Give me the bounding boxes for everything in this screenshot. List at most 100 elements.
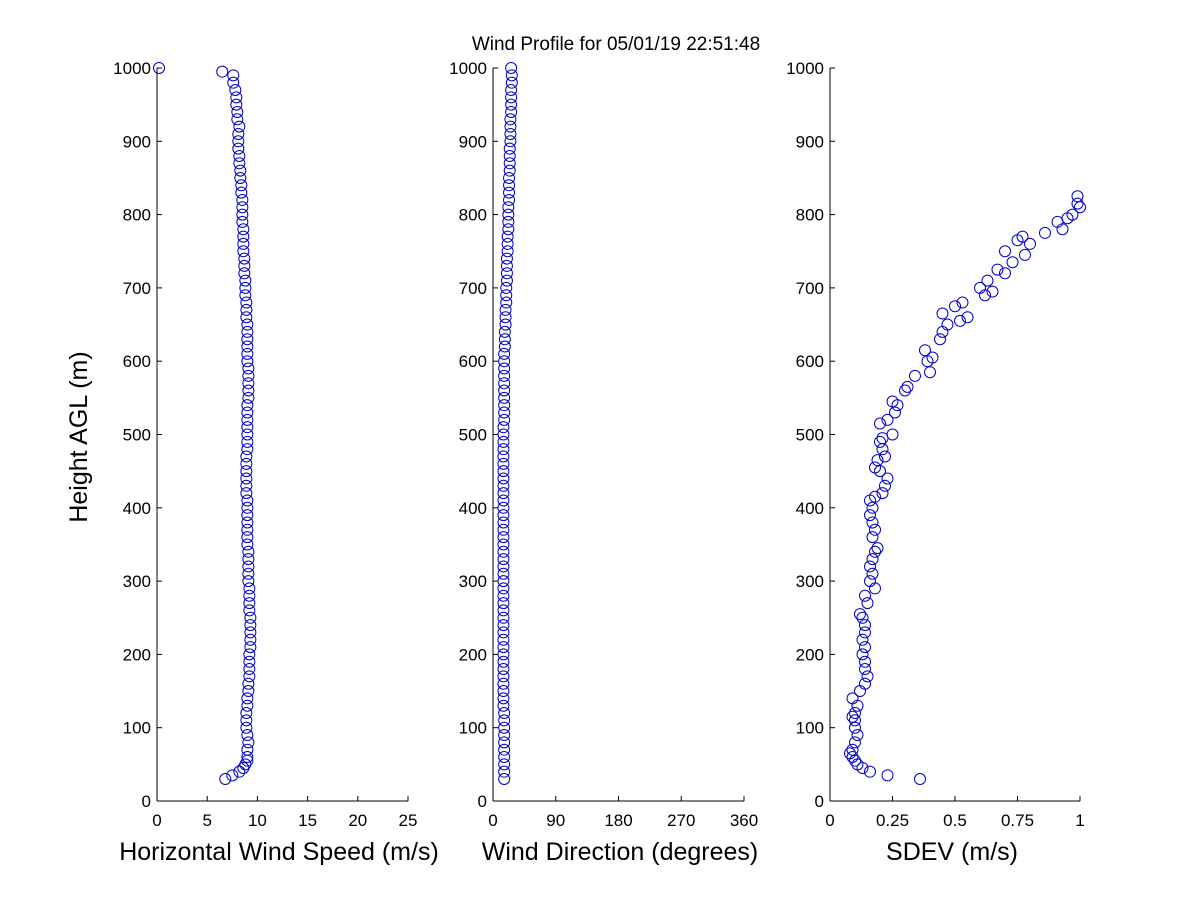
wind-direction-data-point	[497, 421, 510, 434]
wind-direction-data-point	[505, 69, 518, 82]
wind-direction-data-point	[500, 289, 513, 302]
sdev-data-point	[926, 351, 939, 364]
wind-direction-y-tick-label: 700	[459, 279, 487, 298]
wind-direction-data-point	[497, 545, 510, 558]
sdev-data-point	[914, 773, 926, 786]
sdev-data-point	[856, 648, 869, 661]
sdev-data-point	[949, 300, 961, 313]
wind-direction-data-point	[503, 193, 516, 206]
sdev-data-point	[889, 406, 901, 419]
wind-speed-data-point	[242, 736, 255, 749]
wind-speed-x-axis-label: Horizontal Wind Speed (m/s)	[119, 838, 439, 866]
panel-sdev: 0 100 200 300 400 500 600 700 800 900 1000 0 0.25 0.5…	[786, 59, 1086, 866]
wind-direction-data-point	[502, 201, 515, 214]
wind-direction-data-point	[498, 413, 511, 426]
wind-direction-data-point	[500, 259, 513, 272]
sdev-data-point	[1066, 208, 1079, 221]
wind-speed-data-point	[241, 347, 254, 360]
sdev-data-point	[869, 523, 881, 536]
sdev-data-point	[876, 487, 889, 500]
wind-direction-data-point	[497, 670, 510, 683]
sdev-data-point	[859, 619, 871, 632]
sdev-data-point	[859, 677, 871, 690]
wind-speed-data-point	[243, 663, 256, 676]
wind-speed-data-point	[241, 538, 254, 551]
sdev-data-point	[846, 710, 859, 723]
wind-speed-y-tick-label: 900	[123, 132, 151, 151]
figure-title: Wind Profile for 05/01/19 22:51:48	[472, 34, 760, 55]
wind-direction-y-tick-label: 600	[459, 352, 487, 371]
wind-direction-data-point	[497, 582, 510, 595]
wind-speed-data-point	[227, 69, 240, 82]
sdev-data-point	[981, 274, 994, 287]
wind-direction-data-point	[497, 509, 510, 522]
wind-direction-data-point	[497, 487, 510, 500]
wind-direction-data-point	[498, 729, 511, 742]
wind-speed-data-point	[230, 91, 243, 104]
wind-speed-data-point	[236, 208, 249, 221]
wind-speed-data-point	[241, 494, 254, 507]
wind-direction-data-point	[499, 318, 512, 331]
sdev-data-point	[846, 751, 859, 764]
sdev-data-point	[869, 545, 881, 558]
sdev-y-tick-label: 1000	[786, 59, 824, 78]
sdev-y-tick-label: 700	[796, 279, 824, 298]
wind-direction-data-point	[503, 157, 516, 170]
sdev-data-point	[986, 285, 999, 298]
sdev-data-point	[1019, 248, 1031, 261]
wind-direction-data-point	[504, 135, 517, 148]
wind-direction-data-point	[498, 751, 511, 764]
sdev-data-point	[991, 263, 1004, 276]
sdev-y-tick-label: 500	[796, 426, 824, 445]
wind-direction-data-point	[497, 472, 510, 485]
wind-direction-data-point	[502, 223, 515, 236]
wind-speed-data-point	[241, 523, 254, 536]
wind-direction-data-point	[497, 538, 510, 551]
wind-speed-data-point	[242, 685, 255, 698]
wind-direction-x-tick-label: 360	[730, 811, 758, 830]
wind-direction-data-point	[500, 267, 513, 280]
sdev-data-point	[849, 714, 861, 727]
wind-speed-data-point	[241, 699, 254, 712]
sdev-data-point	[1051, 215, 1064, 228]
wind-speed-data-point	[243, 582, 256, 595]
wind-speed-data-point	[240, 457, 253, 470]
wind-direction-data-point	[497, 435, 510, 448]
sdev-data-point	[886, 395, 899, 408]
sdev-data-point	[864, 765, 876, 778]
wind-direction-data-point	[497, 663, 510, 676]
wind-direction-x-tick-label: 0	[488, 811, 497, 830]
wind-direction-data-point	[497, 648, 510, 661]
wind-direction-data-point	[498, 765, 511, 778]
wind-speed-data-point	[241, 501, 254, 514]
wind-speed-data-point	[244, 626, 257, 639]
wind-direction-data-point	[497, 685, 510, 698]
wind-speed-data-point	[241, 751, 254, 764]
wind-direction-data-point	[503, 186, 516, 199]
wind-direction-data-point	[500, 252, 513, 265]
wind-direction-x-tick-label: 180	[604, 811, 632, 830]
wind-speed-y-tick-label: 600	[123, 352, 151, 371]
sdev-data-point	[866, 553, 879, 566]
wind-speed-data-point	[242, 384, 255, 397]
sdev-data-point	[876, 432, 889, 445]
wind-direction-data-point	[498, 340, 511, 353]
wind-speed-data-point	[241, 443, 254, 456]
wind-direction-y-tick-label: 200	[459, 645, 487, 664]
wind-speed-y-tick-label: 700	[123, 279, 151, 298]
wind-direction-data-point	[501, 237, 514, 250]
wind-speed-data-point	[241, 355, 254, 368]
wind-direction-data-point	[504, 120, 517, 133]
wind-speed-data-point	[241, 435, 254, 448]
wind-direction-data-point	[497, 516, 510, 529]
wind-speed-data-point	[232, 127, 245, 140]
wind-speed-data-point	[242, 567, 255, 580]
wind-direction-data-point	[498, 707, 511, 720]
wind-direction-data-point	[497, 523, 510, 536]
wind-speed-data-point	[241, 729, 254, 742]
sdev-data-point	[1071, 197, 1084, 210]
wind-direction-data-point	[498, 362, 511, 375]
wind-speed-data-point	[231, 105, 244, 118]
wind-speed-data-point	[238, 259, 251, 272]
sdev-data-point	[954, 314, 966, 327]
